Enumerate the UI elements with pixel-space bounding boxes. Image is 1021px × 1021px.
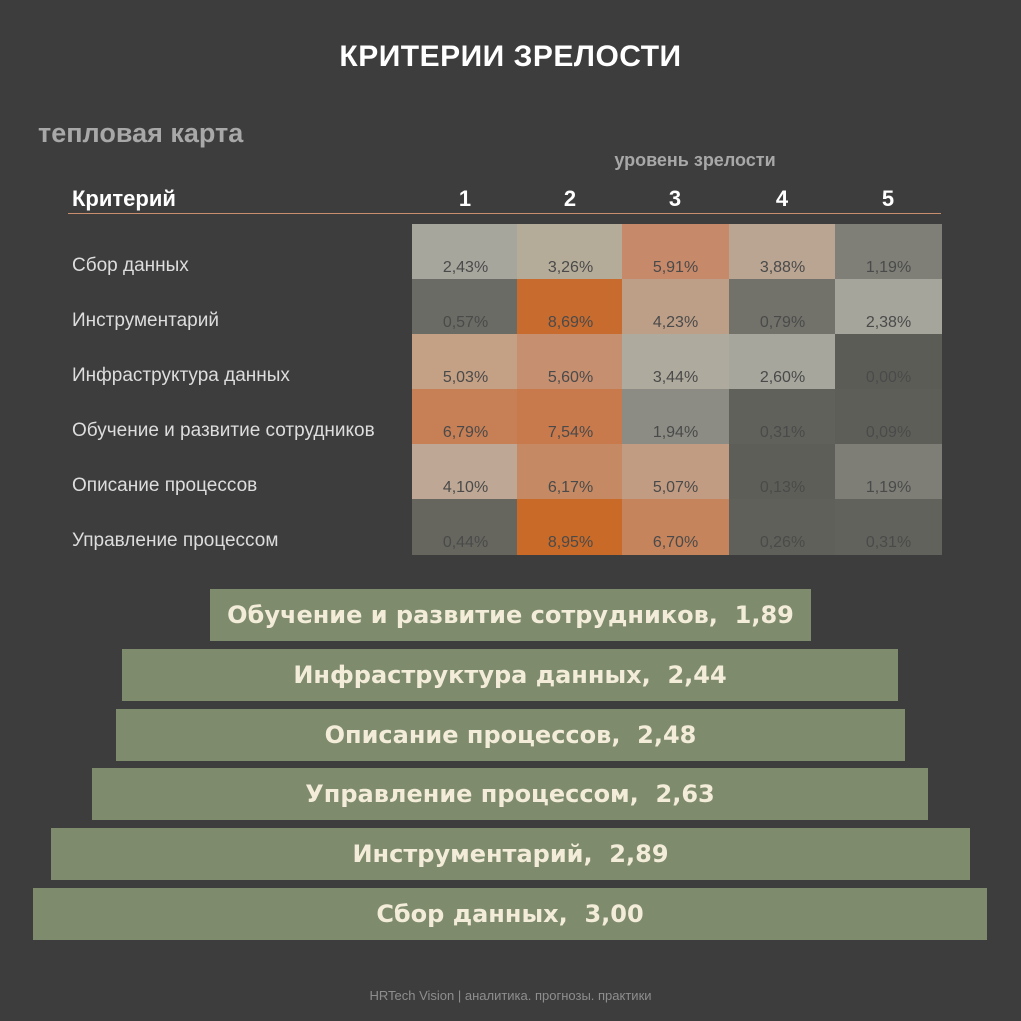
pyramid-bar: Сбор данных, 3,00 — [33, 888, 987, 940]
pyramid-bar: Обучение и развитие сотрудников, 1,89 — [210, 589, 811, 641]
heatmap-cell: 0,44% — [412, 499, 519, 555]
heatmap-row-label: Сбор данных — [72, 255, 189, 276]
maturity-level-caption: уровень зрелости — [614, 150, 776, 170]
level-column-header: 3 — [668, 186, 682, 211]
heatmap-cell: 7,54% — [517, 389, 624, 445]
heatmap-row-label: Описание процессов — [72, 475, 258, 496]
heatmap-cell: 6,17% — [517, 444, 624, 500]
heatmap-cell: 0,57% — [412, 279, 519, 335]
heatmap-cell: 3,44% — [622, 334, 729, 390]
heatmap-cell: 5,60% — [517, 334, 624, 390]
heatmap-cell: 0,13% — [729, 444, 836, 500]
heatmap-cell: 1,19% — [835, 444, 942, 500]
pyramid-bar: Управление процессом, 2,63 — [92, 768, 928, 820]
heatmap-cell: 0,79% — [729, 279, 836, 335]
heatmap-cell: 0,31% — [835, 499, 942, 555]
heatmap-cell: 0,00% — [835, 334, 942, 390]
heatmap-cell: 4,10% — [412, 444, 519, 500]
pyramid-bar: Инфраструктура данных, 2,44 — [122, 649, 898, 701]
heatmap-cell: 2,60% — [729, 334, 836, 390]
heatmap-row-label: Инфраструктура данных — [72, 365, 290, 386]
heatmap-cell: 6,79% — [412, 389, 519, 445]
heatmap-cell: 2,43% — [412, 224, 519, 280]
level-column-header: 2 — [563, 186, 577, 211]
heatmap-cell: 3,88% — [729, 224, 836, 280]
heatmap-cell: 5,03% — [412, 334, 519, 390]
heatmap-cell: 3,26% — [517, 224, 624, 280]
heatmap-cell: 0,26% — [729, 499, 836, 555]
level-column-header: 5 — [881, 186, 895, 211]
page-title: КРИТЕРИИ ЗРЕЛОСТИ — [339, 40, 682, 73]
pyramid-bar-label: Управление процессом, 2,63 — [305, 780, 715, 808]
heatmap-cell: 4,23% — [622, 279, 729, 335]
heatmap-subtitle: тепловая карта — [38, 118, 244, 148]
level-column-header: 4 — [775, 186, 789, 211]
heatmap-cell: 1,94% — [622, 389, 729, 445]
heatmap-row-label: Инструментарий — [72, 310, 219, 331]
pyramid-bar-label: Инструментарий, 2,89 — [352, 840, 669, 868]
pyramid-bar-label: Сбор данных, 3,00 — [376, 900, 644, 928]
heatmap-row-label: Управление процессом — [72, 530, 279, 551]
pyramid-bar-label: Описание процессов, 2,48 — [324, 721, 697, 749]
footer-credit: HRTech Vision | аналитика. прогнозы. пра… — [369, 988, 652, 1003]
pyramid-bar-label: Обучение и развитие сотрудников, 1,89 — [227, 601, 794, 629]
heatmap-cell: 1,19% — [835, 224, 942, 280]
pyramid-bar-label: Инфраструктура данных, 2,44 — [293, 661, 727, 689]
pyramid-bar: Инструментарий, 2,89 — [51, 828, 970, 880]
heatmap-cell: 2,38% — [835, 279, 942, 335]
pyramid-bar: Описание процессов, 2,48 — [116, 709, 905, 761]
heatmap-cell: 8,95% — [517, 499, 624, 555]
heatmap-cell: 5,07% — [622, 444, 729, 500]
header-divider — [68, 213, 941, 214]
heatmap-row-label: Обучение и развитие сотрудников — [72, 420, 375, 441]
level-column-header: 1 — [458, 186, 472, 211]
heatmap-cell: 0,09% — [835, 389, 942, 445]
criterion-column-header: Критерий — [72, 186, 176, 211]
heatmap-cell: 5,91% — [622, 224, 729, 280]
heatmap-cell: 8,69% — [517, 279, 624, 335]
heatmap-cell: 0,31% — [729, 389, 836, 445]
heatmap-cell: 6,70% — [622, 499, 729, 555]
